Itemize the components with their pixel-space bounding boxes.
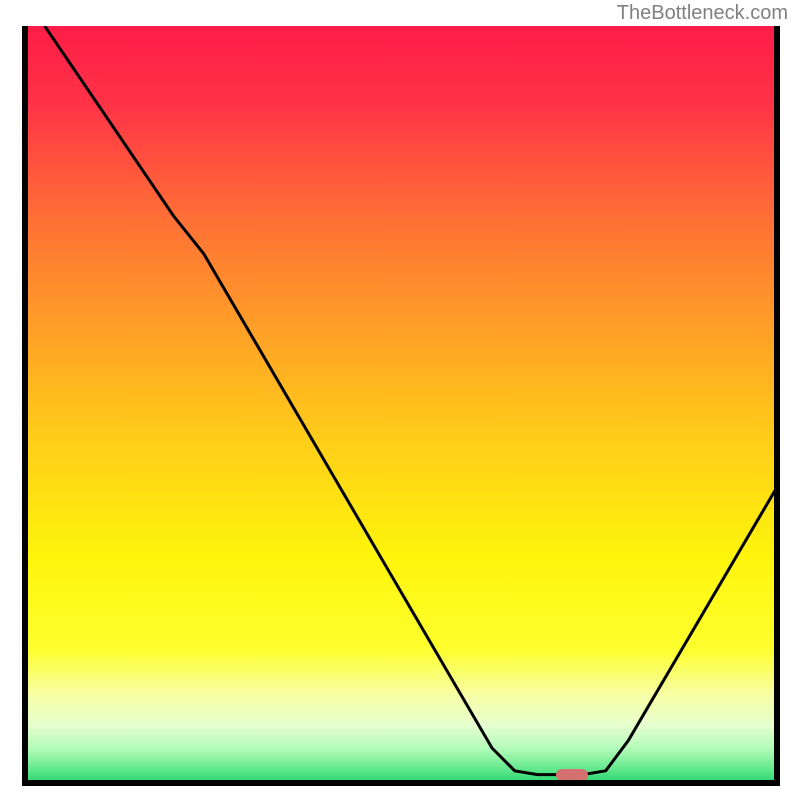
plot-area: [22, 26, 780, 786]
axis-frame: [22, 26, 780, 786]
watermark-text: TheBottleneck.com: [617, 2, 788, 25]
bottleneck-chart: [0, 0, 800, 800]
